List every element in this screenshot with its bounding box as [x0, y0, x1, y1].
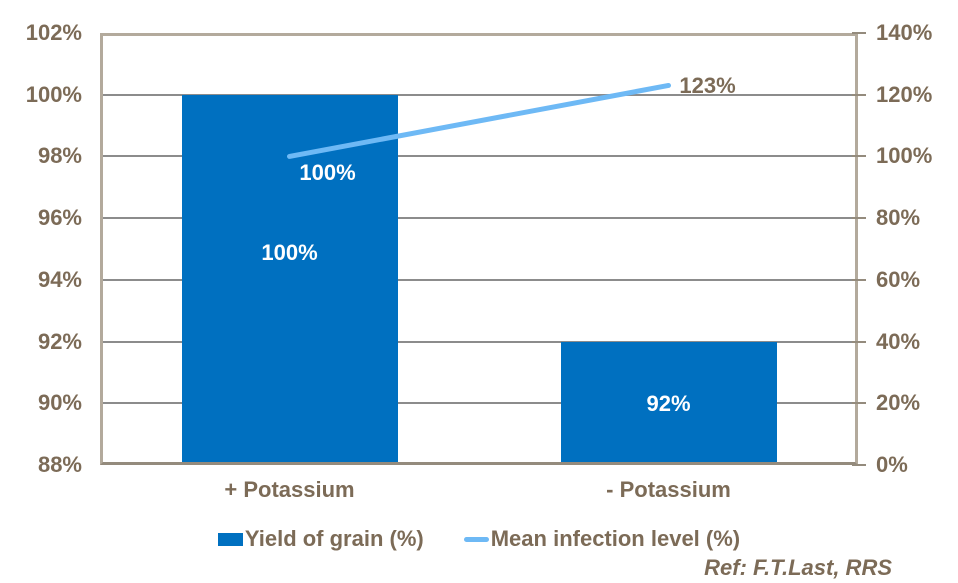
- right-axis-tick-label: 0%: [876, 452, 908, 477]
- right-axis-tick-label: 80%: [876, 205, 921, 231]
- legend-label-infection: Mean infection level (%): [490, 526, 741, 551]
- line-series-swatch-icon: [463, 536, 489, 542]
- left-axis-tick-label: 88%: [37, 452, 82, 477]
- bar-data-label: 92%: [646, 391, 691, 417]
- right-axis-tick: [852, 155, 866, 158]
- legend-label-yield: Yield of grain (%): [244, 526, 424, 551]
- right-axis-tick: [852, 217, 866, 220]
- right-axis-tick-label: 20%: [876, 390, 921, 416]
- right-axis-tick: [852, 32, 866, 34]
- left-axis-tick-label: 92%: [37, 328, 82, 354]
- bar-data-label: 100%: [261, 239, 318, 265]
- left-axis-tick-label: 96%: [37, 205, 82, 231]
- right-axis-tick-label: 60%: [876, 266, 921, 292]
- bar-+ Potassium: [181, 94, 398, 465]
- right-axis-tick-label: 40%: [876, 328, 921, 354]
- left-axis-tick-label: 102%: [25, 20, 82, 45]
- left-axis-tick-label: 100%: [25, 81, 82, 107]
- gridline: [103, 402, 855, 405]
- category-label: + Potassium: [224, 477, 355, 502]
- right-axis-tick-label: 100%: [876, 143, 933, 169]
- legend-item-yield: Yield of grain (%): [217, 526, 424, 552]
- bar-series-swatch-icon: [217, 532, 243, 546]
- left-axis-tick-label: 94%: [37, 266, 82, 292]
- line-data-label: 100%: [299, 160, 356, 186]
- line-data-label: 123%: [679, 73, 736, 99]
- legend-item-infection: Mean infection level (%): [463, 526, 741, 552]
- legend: Yield of grain (%) Mean infection level …: [100, 524, 858, 554]
- right-axis-tick-label: 140%: [876, 20, 933, 45]
- bar-- Potassium: [560, 341, 777, 465]
- right-axis-tick: [852, 278, 866, 281]
- gridline: [103, 217, 855, 220]
- reference-note: Ref: F.T.Last, RRS: [704, 555, 892, 580]
- left-axis-tick-label: 98%: [37, 143, 82, 169]
- right-axis-tick-label: 120%: [876, 81, 933, 107]
- right-axis-tick: [852, 464, 866, 466]
- right-axis-tick: [852, 93, 866, 96]
- left-axis-tick-label: 90%: [37, 390, 82, 416]
- right-axis-tick: [852, 340, 866, 343]
- gridline: [103, 340, 855, 343]
- right-axis-tick: [852, 402, 866, 405]
- category-label: - Potassium: [606, 477, 731, 502]
- gridline: [103, 278, 855, 281]
